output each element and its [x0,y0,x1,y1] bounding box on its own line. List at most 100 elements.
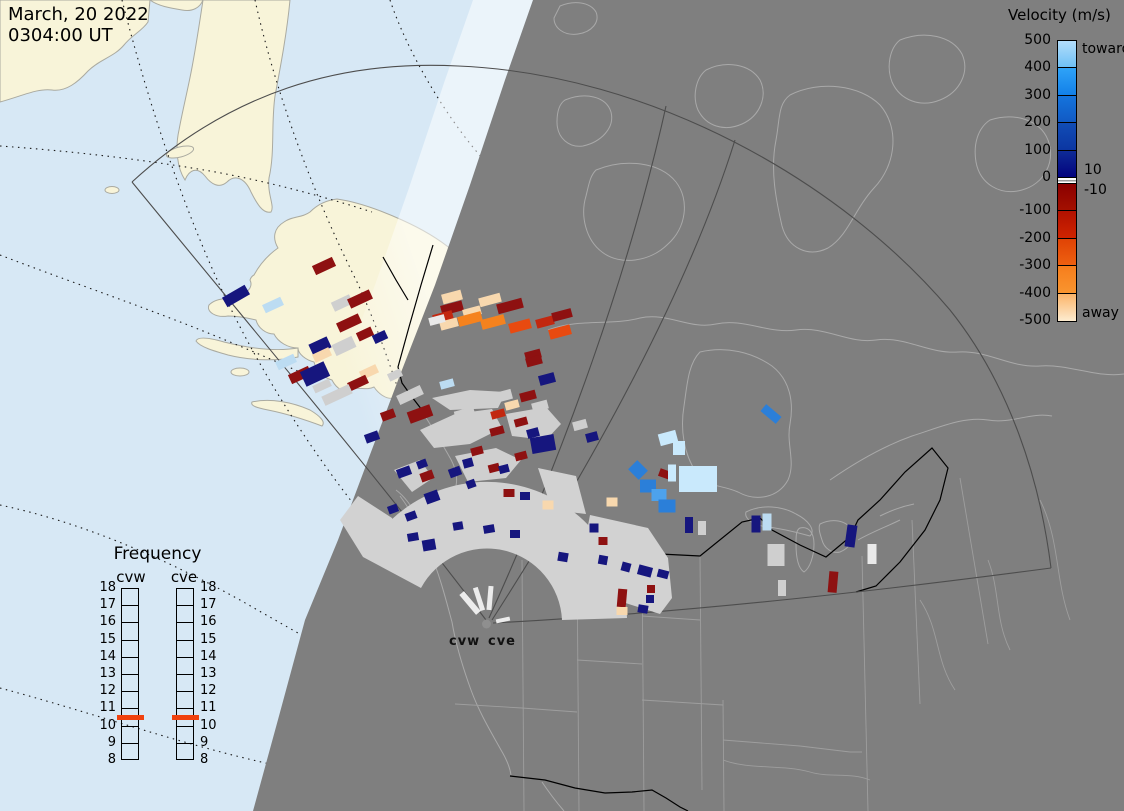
velocity-cell [651,489,667,501]
velocity-cell [656,568,670,580]
velocity-cell [537,372,557,386]
frequency-ladder-cell [177,675,193,693]
velocity-cell [525,354,543,368]
velocity-cell [668,464,676,482]
frequency-ladder-cell [122,606,138,624]
velocity-cell [767,544,785,566]
frequency-scale-label: 10 [99,717,116,733]
colorbar-tick-label: -500 [1019,312,1051,328]
timestamp-date: March, 20 2022 [8,4,149,25]
velocity-cell [658,499,676,513]
colorbar-tick-label: 300 [1024,86,1051,103]
velocity-cell [520,492,530,500]
velocity-cell [355,326,375,342]
velocity-cell [673,441,685,455]
frequency-scale-label: 15 [200,631,217,647]
radar-beam-spoke [486,585,494,611]
chukotka-peninsula [176,0,291,213]
colorbar-tick-label: -200 [1019,229,1051,246]
us-mexico-border [509,775,689,811]
velocity-cell [480,314,506,330]
velocity-cell [519,389,537,403]
colorbar-tick-label: -400 [1019,284,1051,301]
radar-site-dot [482,619,491,629]
fov-outer-arc [131,64,1052,569]
frequency-scale-label: 17 [200,597,217,613]
velocity-cell [415,458,429,470]
frequency-scale-label: 9 [200,734,209,750]
colorbar-segment [1058,41,1076,69]
colorbar-segment [1058,238,1076,267]
colorbar-tick-label: 400 [1024,59,1051,76]
velocity-cell [493,388,513,404]
velocity-cell [221,284,251,308]
velocity-cell [470,445,484,457]
colorbar-tick-label: -100 [1019,202,1051,219]
frequency-scale-label: 12 [99,683,116,699]
small-island [104,186,120,194]
colorbar-segment [1058,150,1076,178]
velocity-cell [331,335,357,357]
frequency-ladder-cve [176,588,194,760]
radar-site-marker [459,585,511,629]
terminator-daylight-glow [193,0,533,811]
velocity-cell [557,551,569,563]
velocity-cell [465,478,477,490]
velocity-cell [386,503,400,515]
frequency-scale-label: 11 [200,700,217,716]
frequency-scale-label: 8 [107,752,116,767]
colorbar-segment [1058,68,1076,96]
velocity-cell [628,460,648,480]
velocity-cell [312,378,332,394]
velocity-cell [308,336,332,356]
velocity-colorbar [1057,40,1077,322]
velocity-cell [597,554,609,566]
away-label: away [1082,305,1119,321]
frequency-ladder-cell [122,692,138,710]
velocity-cell [646,595,654,603]
siberia-coast-strip [149,0,204,11]
frequency-scale-label: 16 [99,614,116,630]
velocity-cell [698,521,706,535]
colorbar-tick-label: 500 [1024,32,1051,48]
velocity-cell [636,564,654,578]
frequency-ladder-cell [122,623,138,641]
velocity-cell [647,585,655,593]
velocity-cell [572,418,588,432]
st-lawrence-island [165,145,195,159]
velocity-cell [347,374,369,392]
radar-beam-spoke [495,616,511,624]
velocity-cell [498,463,510,475]
velocity-cell [542,500,554,510]
frequency-ladder-cell [177,589,193,607]
velocity-cell [406,404,434,424]
velocity-cell [396,384,424,406]
velocity-cell [386,368,404,382]
frequency-ladder-cell [177,606,193,624]
velocity-cell [535,315,555,329]
velocity-cell [529,434,557,454]
frequency-ladder-cell [177,623,193,641]
frequency-ladder-cell [177,641,193,658]
state-borders [454,477,1071,811]
velocity-cell [778,580,786,596]
frequency-scale-label: 11 [99,700,116,716]
velocity-cell [598,537,608,545]
velocity-cell [311,347,333,363]
velocity-legend-title: Velocity (m/s) [1008,6,1111,24]
frequency-scale-label: 18 [200,580,217,595]
velocity-cell [347,289,373,309]
map-radar-label-cvw: cvw [449,634,481,649]
velocity-cell [679,466,717,492]
kodiak-island [230,367,250,377]
zero-upper-threshold: 10 [1084,162,1102,178]
velocity-cell [585,431,599,443]
frequency-scale-label: 8 [200,752,209,767]
velocity-cell [299,361,331,387]
velocity-cell [311,256,337,276]
velocity-cell [637,604,649,614]
velocity-cell [275,353,297,371]
frequency-ladder-cell [177,692,193,710]
frequency-scale-label: 17 [99,597,116,613]
